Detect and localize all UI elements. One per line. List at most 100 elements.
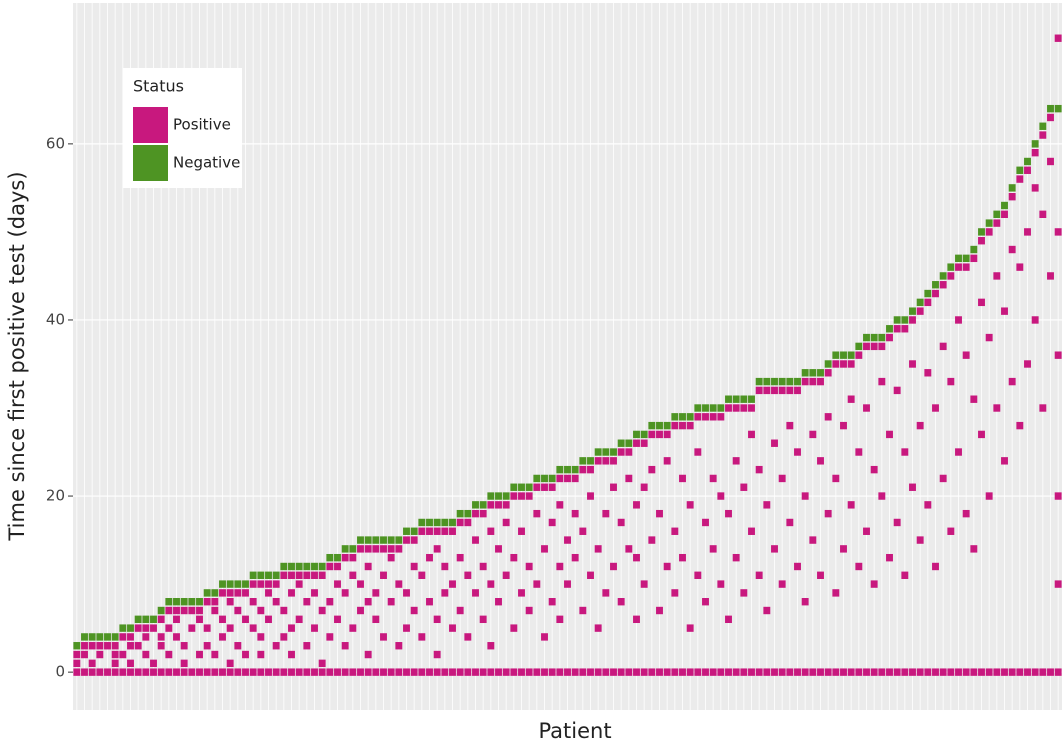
tile [939, 342, 947, 351]
tile [265, 580, 272, 588]
tile [924, 298, 932, 307]
tile [686, 668, 694, 676]
tile [748, 668, 755, 676]
tile [847, 351, 855, 359]
tile [410, 562, 418, 571]
tile [817, 668, 824, 676]
tile [180, 659, 188, 668]
tile [717, 580, 725, 588]
tile [955, 448, 962, 456]
tile [832, 474, 840, 483]
tile [840, 668, 847, 676]
tile [801, 668, 809, 676]
tile [203, 642, 211, 650]
tile [502, 501, 510, 509]
tile [349, 668, 357, 676]
tile [778, 668, 786, 676]
tile [81, 668, 88, 676]
tile [556, 501, 564, 509]
tile [334, 562, 341, 571]
tile [656, 606, 663, 615]
tile [909, 360, 916, 368]
tile [541, 668, 548, 676]
tile [648, 430, 656, 439]
tile [640, 580, 648, 588]
tile [1054, 34, 1062, 42]
tile [188, 606, 196, 615]
tile [104, 668, 111, 676]
tile [847, 395, 855, 403]
tile [295, 615, 303, 624]
tile [587, 571, 594, 579]
tile [487, 501, 495, 509]
tile [932, 668, 939, 676]
tile [433, 615, 441, 624]
tile [962, 668, 970, 676]
tile [357, 536, 364, 544]
tile [288, 668, 295, 676]
tile [395, 536, 403, 544]
tile [380, 545, 387, 553]
tile [985, 333, 993, 342]
tile [196, 606, 203, 615]
tile [840, 351, 847, 359]
tile [763, 668, 771, 676]
tile [1031, 316, 1039, 324]
tile [426, 527, 433, 535]
tile [127, 668, 134, 676]
tile [679, 413, 686, 421]
tile [732, 457, 740, 465]
tile [311, 668, 318, 676]
tile [1001, 307, 1008, 315]
tile [755, 465, 763, 474]
tile [1024, 166, 1031, 174]
tile [548, 474, 556, 483]
tile [832, 360, 840, 368]
tile [694, 413, 702, 421]
tile [955, 316, 962, 324]
tile [426, 518, 433, 527]
tile [970, 668, 978, 676]
tile [732, 404, 740, 412]
tile [771, 668, 778, 676]
tile [341, 553, 349, 562]
tile [939, 474, 947, 483]
tile [556, 668, 564, 676]
tile [556, 465, 564, 474]
tile [656, 430, 663, 439]
tile [1031, 184, 1039, 192]
tile [725, 615, 732, 624]
tile [893, 518, 901, 527]
tile [663, 457, 671, 465]
tile [794, 448, 801, 456]
tile [1001, 668, 1008, 676]
tile [357, 668, 364, 676]
tile [755, 668, 763, 676]
tile [840, 421, 847, 430]
tile [372, 536, 380, 544]
tile [886, 325, 893, 333]
tile [855, 562, 863, 571]
tile [495, 492, 502, 500]
tile [364, 668, 372, 676]
tile [732, 395, 740, 403]
tile [472, 509, 479, 518]
tile [794, 562, 801, 571]
tile [1039, 131, 1047, 139]
tile [594, 545, 602, 553]
tile [533, 509, 541, 518]
tile [318, 606, 326, 615]
tile [157, 633, 165, 641]
tile [694, 571, 702, 579]
tile [878, 333, 886, 342]
tile [119, 668, 127, 676]
tile [410, 606, 418, 615]
tile [150, 668, 157, 676]
tile [479, 615, 487, 624]
tile [640, 668, 648, 676]
tile [510, 483, 518, 491]
tile [265, 668, 272, 676]
tile [134, 668, 142, 676]
tile [134, 615, 142, 624]
tile [1054, 580, 1062, 588]
